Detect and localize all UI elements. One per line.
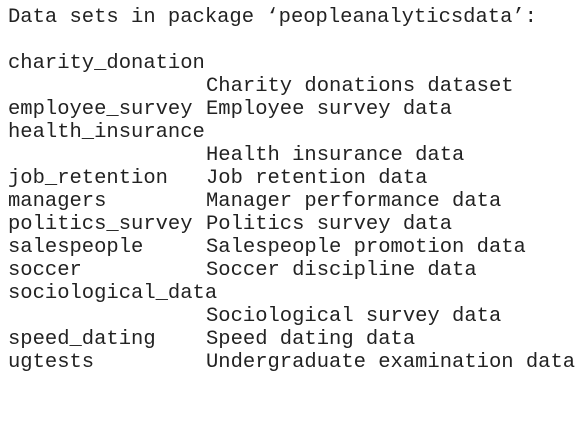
dataset-name: health_insurance [8, 121, 205, 144]
dataset-name: sociological_data [8, 282, 218, 305]
dataset-name: charity_donation [8, 52, 205, 75]
dataset-description: Employee survey data [206, 98, 453, 121]
dataset-description: Undergraduate examination data [206, 351, 576, 374]
dataset-name: job_retention [8, 167, 168, 190]
dataset-description: Salespeople promotion data [206, 236, 526, 259]
dataset-description: Politics survey data [206, 213, 453, 236]
dataset-name: soccer [8, 259, 82, 282]
dataset-description: Sociological survey data [206, 305, 502, 328]
dataset-description: Health insurance data [206, 144, 465, 167]
dataset-name: managers [8, 190, 107, 213]
dataset-name: salespeople [8, 236, 144, 259]
dataset-name: speed_dating [8, 328, 156, 351]
dataset-name: employee_survey [8, 98, 193, 121]
dataset-description: Manager performance data [206, 190, 502, 213]
header: Data sets in package ‘peopleanalyticsdat… [8, 6, 537, 29]
dataset-name: politics_survey [8, 213, 193, 236]
dataset-description: Speed dating data [206, 328, 416, 351]
dataset-description: Charity donations dataset [206, 75, 514, 98]
dataset-description: Job retention data [206, 167, 428, 190]
dataset-description: Soccer discipline data [206, 259, 477, 282]
dataset-name: ugtests [8, 351, 95, 374]
